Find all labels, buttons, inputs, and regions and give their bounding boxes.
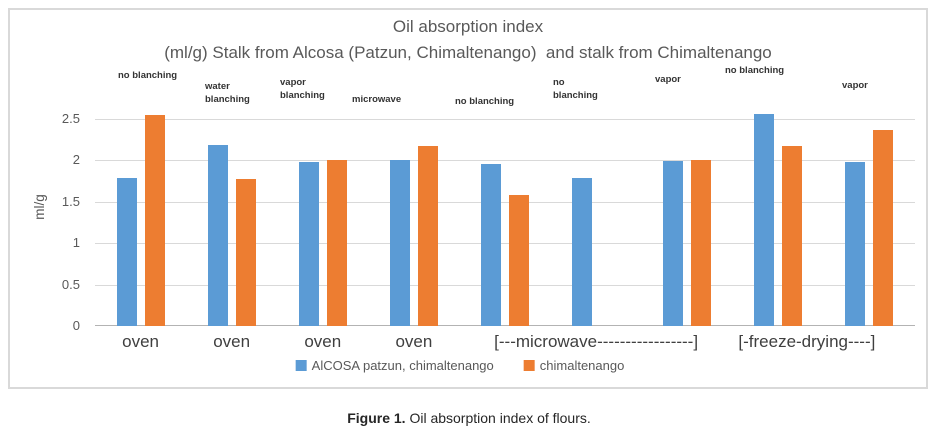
legend-color-swatch — [523, 360, 535, 371]
category-label: oven — [213, 332, 251, 351]
legend-item: chimaltenango — [523, 358, 625, 373]
category-label: oven — [304, 332, 342, 351]
category-label: oven — [122, 332, 159, 351]
bar-series2-group1 — [144, 114, 165, 326]
bar-series1-group8 — [754, 114, 775, 326]
gridline — [95, 160, 915, 162]
plot-area — [95, 114, 915, 326]
treatment-label: microwave — [352, 94, 402, 105]
bar-series1-group2 — [207, 144, 228, 326]
y-tick-label: 0 — [72, 318, 80, 333]
bar-series1-group3 — [298, 162, 319, 326]
category-label: [---microwave-----------------] — [494, 332, 699, 351]
legend-label: chimaltenango — [539, 358, 625, 373]
bar-series2-group9 — [873, 129, 894, 326]
gridline — [95, 284, 915, 286]
bar-series1-group1 — [116, 177, 137, 326]
treatment-label: vapor — [655, 74, 681, 85]
figure-caption-number: Figure 1. — [347, 410, 406, 426]
x-axis-line — [95, 325, 915, 326]
category-label: [-freeze-drying----] — [738, 332, 876, 351]
y-tick-label: 1.5 — [61, 193, 80, 209]
treatment-label: no blanching — [455, 96, 515, 107]
chart-title-line1: Oil absorption index — [392, 17, 544, 36]
bar-series2-group7 — [691, 160, 712, 326]
legend-label: AlCOSA patzun, chimaltenango — [311, 358, 494, 373]
treatment-label: no blanching — [118, 70, 178, 81]
treatment-label: vapor blanching — [280, 77, 325, 101]
y-tick-label: 2.5 — [61, 111, 80, 126]
y-tick-label: 1 — [72, 235, 80, 251]
legend-item: AlCOSA patzun, chimaltenango — [295, 358, 494, 373]
treatment-label: vapor — [842, 80, 868, 91]
figure-box: Oil absorption index (ml/g) Stalk from A… — [8, 8, 928, 389]
legend: AlCOSA patzun, chimaltenango chimaltenang… — [295, 358, 625, 373]
bar-series1-group6 — [572, 177, 593, 326]
treatment-label: no blanching — [553, 77, 598, 101]
category-label: oven — [395, 332, 433, 351]
y-tick-label: 2 — [72, 152, 80, 168]
bar-series2-group2 — [235, 178, 256, 326]
gridline — [95, 119, 915, 120]
chart-title: Oil absorption index (ml/g) Stalk from A… — [10, 14, 926, 66]
figure-caption: Figure 1. Oil absorption index of flours… — [0, 410, 938, 426]
chart-title-line2: (ml/g) Stalk from Alcosa (Patzun, Chimal… — [164, 43, 772, 62]
bar-series2-group4 — [417, 146, 438, 326]
bar-series2-group3 — [326, 160, 347, 326]
treatment-label: water blanching — [205, 81, 250, 105]
bar-series2-group8 — [782, 145, 803, 326]
bar-series1-group7 — [663, 161, 684, 326]
bar-series2-group5 — [509, 195, 529, 326]
bar-series1-group5 — [481, 163, 501, 326]
y-tick-label: 0.5 — [61, 276, 80, 292]
gridline — [95, 201, 915, 203]
treatment-label: no blanching — [725, 65, 785, 76]
bar-series1-group9 — [845, 162, 866, 326]
bar-series1-group4 — [389, 160, 410, 326]
figure-caption-text: Oil absorption index of flours. — [405, 410, 591, 426]
gridline — [95, 243, 915, 245]
legend-color-swatch — [295, 360, 307, 371]
